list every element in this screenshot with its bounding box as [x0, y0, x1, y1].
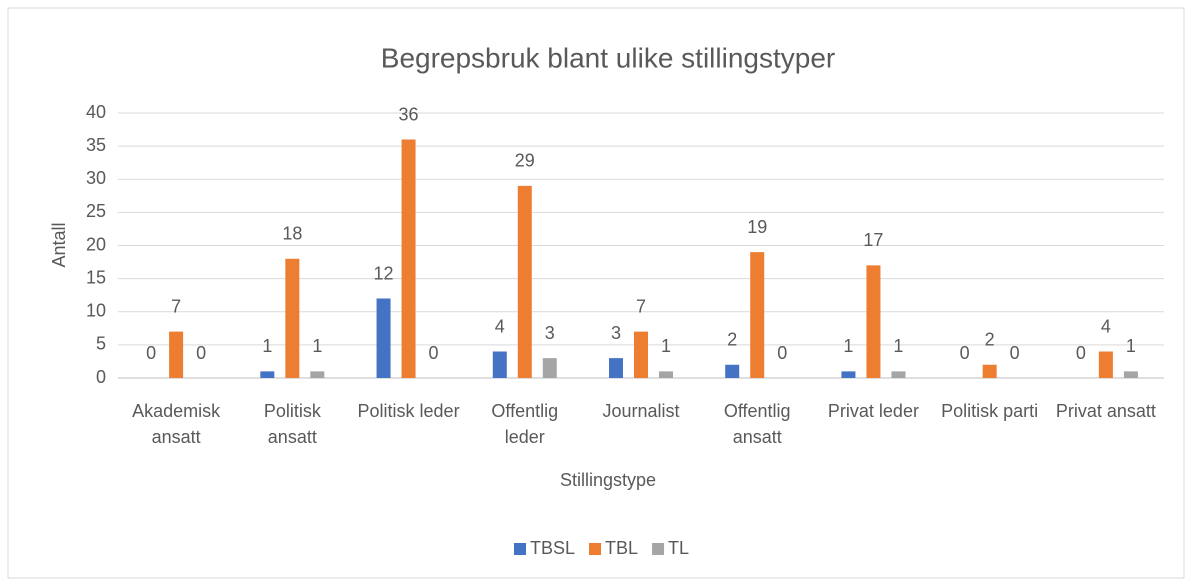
- data-label: 4: [1101, 316, 1111, 336]
- bar: [260, 371, 275, 378]
- bar: [634, 331, 648, 378]
- x-tick-label: Privat leder: [827, 401, 919, 421]
- chart-title: Begrepsbruk blant ulike stillingstyper: [381, 42, 835, 73]
- y-tick-label: 25: [86, 201, 106, 221]
- x-tick-label: Offentlig ansatt: [723, 401, 791, 447]
- legend-swatch: [589, 543, 602, 555]
- data-label: 7: [171, 296, 181, 316]
- data-label: 17: [863, 230, 883, 250]
- data-label: 0: [429, 343, 439, 363]
- data-label: 1: [661, 336, 671, 356]
- data-label: 0: [960, 343, 970, 363]
- data-label: 1: [843, 336, 853, 356]
- bar: [1098, 351, 1113, 378]
- bar: [659, 371, 673, 378]
- data-label: 0: [146, 343, 156, 363]
- data-label: 1: [1126, 336, 1136, 356]
- bar: [1123, 371, 1138, 378]
- data-label: 29: [515, 151, 535, 171]
- y-tick-label: 40: [86, 102, 106, 122]
- data-label: 12: [374, 263, 394, 283]
- bar: [542, 358, 557, 378]
- y-axis-title: Antall: [49, 222, 69, 267]
- y-tick-label: 15: [86, 267, 106, 287]
- x-tick-label: Journalist: [602, 401, 680, 421]
- data-label: 3: [611, 323, 621, 343]
- x-tick-label: Offentlig leder: [491, 401, 559, 447]
- legend-swatch: [514, 543, 526, 555]
- legend-label: TL: [668, 538, 689, 558]
- data-label: 2: [727, 330, 737, 350]
- bar: [841, 371, 856, 378]
- legend-label: TBSL: [530, 538, 575, 558]
- y-tick-label: 35: [86, 135, 106, 155]
- data-label: 4: [495, 316, 505, 336]
- y-tick-label: 20: [86, 234, 106, 254]
- bar: [376, 298, 391, 378]
- legend-label: TBL: [605, 538, 638, 558]
- bar: [285, 258, 300, 378]
- bar: [725, 364, 740, 378]
- data-label: 36: [399, 104, 419, 124]
- y-tick-label: 10: [86, 301, 106, 321]
- data-label: 18: [282, 224, 302, 244]
- data-label: 0: [1010, 343, 1020, 363]
- data-label: 2: [985, 330, 995, 350]
- bar: [866, 265, 881, 378]
- bar: [169, 331, 184, 378]
- data-label: 7: [636, 296, 646, 316]
- bar: [609, 358, 623, 378]
- data-label: 1: [312, 336, 322, 356]
- chart-border: [7, 7, 1185, 579]
- y-tick-label: 5: [96, 334, 106, 354]
- y-tick-label: 0: [96, 367, 106, 387]
- data-label: 19: [747, 217, 767, 237]
- x-tick-label: Politisk leder: [357, 401, 460, 421]
- x-tick-label: Politisk ansatt: [263, 401, 321, 447]
- x-tick-label: Privat ansatt: [1055, 401, 1156, 421]
- x-tick-label: Politisk parti: [941, 401, 1039, 421]
- y-tick-label: 30: [86, 168, 106, 188]
- bar: [891, 371, 906, 378]
- bar: [401, 139, 416, 378]
- bar: [310, 371, 325, 378]
- bar: [517, 185, 532, 378]
- x-axis-title: Stillingstype: [560, 470, 656, 490]
- data-label: 0: [196, 343, 206, 363]
- data-label: 3: [545, 323, 555, 343]
- bar: [492, 351, 507, 378]
- legend-swatch: [652, 543, 665, 555]
- data-label: 0: [777, 343, 787, 363]
- data-label: 1: [262, 336, 272, 356]
- bar: [982, 364, 997, 378]
- x-tick-label: Akademisk ansatt: [132, 401, 221, 447]
- data-label: 0: [1076, 343, 1086, 363]
- bar: [750, 252, 765, 378]
- data-label: 1: [893, 336, 903, 356]
